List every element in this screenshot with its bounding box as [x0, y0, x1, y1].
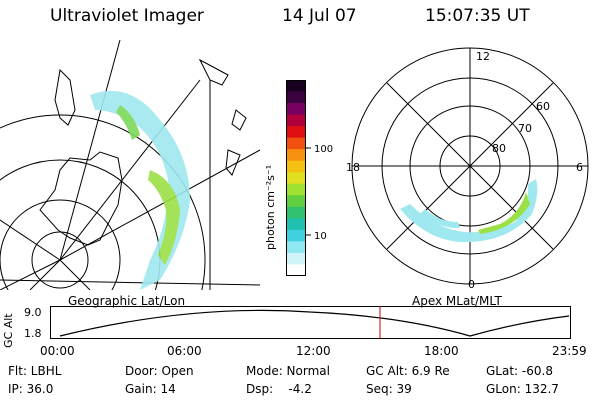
altitude-plot [50, 306, 571, 339]
info-glon: GLon: 132.7 [486, 382, 559, 396]
colorbar-band [286, 160, 306, 173]
colorbar-band [286, 241, 306, 254]
info-glat: GLat: -60.8 [486, 364, 553, 378]
apex-caption: Apex MLat/MLT [412, 294, 502, 308]
altitude-ytick-9: 9.0 [24, 306, 42, 319]
colorbar-band [286, 183, 306, 196]
altitude-xtick-0: 00:00 [40, 344, 75, 358]
geographic-map [0, 40, 260, 290]
colorbar-band [286, 218, 306, 231]
colorbar-band [286, 252, 306, 265]
altitude-xtick-2: 12:00 [296, 344, 331, 358]
altitude-xtick-4: 23:59 [552, 344, 587, 358]
colorbar-band [286, 172, 306, 185]
colorbar-gradient [286, 80, 306, 277]
aurora-band-right [400, 179, 538, 243]
colorbar-tick-100: 100 [314, 144, 333, 155]
aurora-band-left [90, 90, 190, 290]
lat-label-80: 80 [492, 142, 506, 155]
date-label: 14 Jul 07 [282, 6, 357, 26]
mlt-label-6: 6 [576, 161, 583, 174]
colorbar-band [286, 114, 306, 127]
colorbar-band [286, 206, 306, 219]
time-label: 15:07:35 UT [425, 6, 530, 26]
colorbar-band [286, 126, 306, 139]
colorbar-band [286, 264, 306, 277]
colorbar-ticks: 100 10 [306, 144, 333, 242]
colorbar-band [286, 103, 306, 116]
colorbar-band [286, 80, 306, 93]
colorbar-band [286, 149, 306, 162]
mlt-label-0: 0 [468, 278, 475, 291]
info-dsp: Dsp: -4.2 [246, 382, 312, 396]
info-door: Door: Open [125, 364, 194, 378]
altitude-ytick-1.8: 1.8 [24, 327, 42, 340]
lat-label-60: 60 [536, 100, 550, 113]
colorbar-band [286, 137, 306, 150]
info-flt: Flt: LBHL [8, 364, 62, 378]
mlt-label-18: 18 [346, 161, 360, 174]
geographic-caption: Geographic Lat/Lon [68, 294, 186, 308]
info-gcalt: GC Alt: 6.9 Re [366, 364, 450, 378]
lat-label-70: 70 [518, 122, 532, 135]
colorbar-band [286, 91, 306, 104]
info-mode: Mode: Normal [246, 364, 330, 378]
colorbar-band [286, 195, 306, 208]
altitude-xtick-3: 18:00 [424, 344, 459, 358]
mlt-label-12: 12 [476, 50, 490, 63]
info-seq: Seq: 39 [366, 382, 412, 396]
apex-polar-plot: 12 6 0 18 60 70 80 [346, 47, 589, 291]
altitude-ylabel: GC Alt [2, 313, 15, 348]
colorbar-unit-label: photon cm⁻²s⁻¹ [264, 164, 277, 250]
coastline [39, 151, 123, 246]
altitude-xtick-1: 06:00 [167, 344, 202, 358]
info-ip: IP: 36.0 [8, 382, 54, 396]
instrument-title: Ultraviolet Imager [50, 6, 204, 26]
colorbar-tick-10: 10 [314, 231, 327, 242]
info-gain: Gain: 14 [125, 382, 176, 396]
altitude-curve [59, 309, 570, 337]
colorbar [286, 80, 306, 277]
colorbar-band [286, 229, 306, 242]
